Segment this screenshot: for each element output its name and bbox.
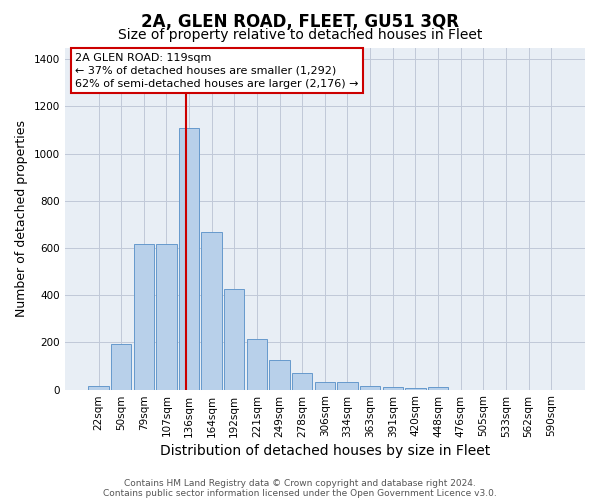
Bar [314, 382, 335, 390]
Text: 2A, GLEN ROAD, FLEET, GU51 3QR: 2A, GLEN ROAD, FLEET, GU51 3QR [141, 12, 459, 30]
Bar [360, 386, 380, 390]
Text: Size of property relative to detached houses in Fleet: Size of property relative to detached ho… [118, 28, 482, 42]
Bar [202, 232, 222, 390]
Bar [156, 244, 176, 390]
Bar [88, 386, 109, 390]
Y-axis label: Number of detached properties: Number of detached properties [15, 120, 28, 317]
Bar [111, 344, 131, 390]
Bar [269, 360, 290, 390]
Bar [247, 339, 267, 390]
Bar [134, 244, 154, 390]
Bar [179, 128, 199, 390]
Text: Contains public sector information licensed under the Open Government Licence v3: Contains public sector information licen… [103, 488, 497, 498]
Bar [224, 290, 244, 390]
Text: Contains HM Land Registry data © Crown copyright and database right 2024.: Contains HM Land Registry data © Crown c… [124, 478, 476, 488]
Bar [383, 386, 403, 390]
Bar [405, 388, 425, 390]
Bar [292, 372, 313, 390]
Bar [428, 386, 448, 390]
X-axis label: Distribution of detached houses by size in Fleet: Distribution of detached houses by size … [160, 444, 490, 458]
Text: 2A GLEN ROAD: 119sqm
← 37% of detached houses are smaller (1,292)
62% of semi-de: 2A GLEN ROAD: 119sqm ← 37% of detached h… [75, 52, 359, 89]
Bar [337, 382, 358, 390]
